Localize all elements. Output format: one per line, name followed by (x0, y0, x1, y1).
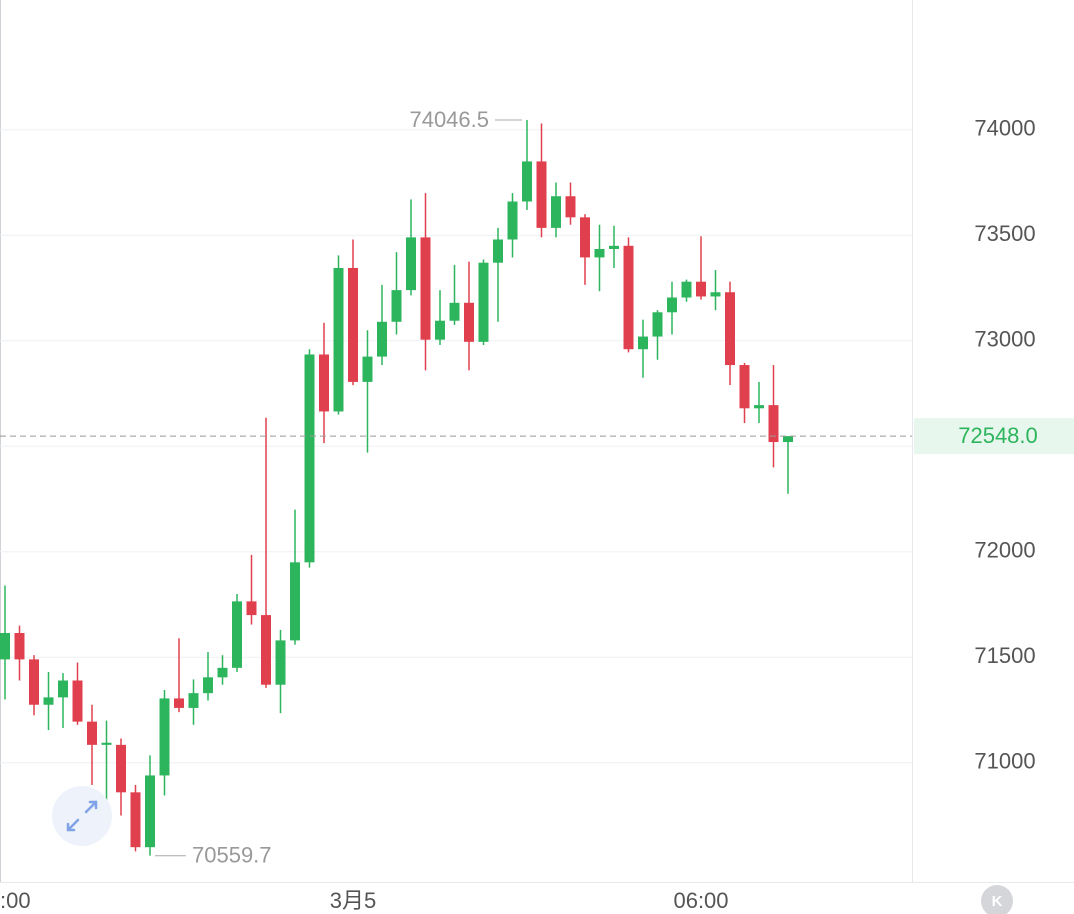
x-tick-label: 06:00 (673, 888, 728, 913)
candle-body (14, 633, 25, 660)
expand-button[interactable] (52, 786, 112, 846)
candle-body (261, 615, 271, 685)
candle-body (725, 292, 735, 366)
y-tick-label: 71500 (974, 643, 1035, 668)
y-tick-label: 72000 (974, 538, 1035, 563)
candle-body (667, 297, 677, 313)
candle-body (449, 302, 460, 321)
candle-body (275, 640, 286, 685)
candle-body (145, 775, 155, 848)
y-tick-label: 71000 (974, 749, 1035, 774)
candle-body (551, 196, 561, 228)
candle-body (130, 792, 141, 848)
candle-body (464, 302, 474, 342)
k-button[interactable]: K (981, 885, 1013, 914)
candle-body (116, 744, 126, 793)
expand-circle[interactable] (52, 786, 112, 846)
low-label: 70559.7 (192, 843, 272, 868)
candle-body (681, 281, 692, 298)
candle-body (362, 356, 373, 382)
y-tick-label: 74000 (974, 116, 1035, 141)
candle-body (87, 721, 97, 745)
candle-body (478, 262, 489, 342)
candle-body (783, 436, 793, 443)
candle-body (377, 321, 387, 357)
candle-body (319, 354, 329, 412)
candle-body (739, 365, 750, 409)
candle-body (565, 196, 576, 218)
last-price-label: 72548.0 (958, 423, 1038, 448)
candle-body (652, 312, 663, 337)
y-tick-label: 73500 (974, 221, 1035, 246)
candle-body (203, 677, 213, 694)
candle-body (435, 320, 445, 340)
candle-body (174, 698, 184, 708)
expand-icon[interactable] (66, 800, 98, 832)
candle-body (696, 281, 706, 297)
candle-body (493, 239, 503, 263)
candle-body (232, 601, 242, 668)
candle-body (580, 217, 590, 258)
candle-body (72, 680, 83, 722)
high-label: 74046.5 (409, 107, 489, 132)
candle-body (623, 245, 634, 350)
candle-body (507, 201, 518, 240)
candle-body (348, 267, 358, 382)
candle-body (188, 693, 199, 708)
candle-body (754, 405, 764, 409)
candle-body (0, 633, 10, 660)
candle-body (58, 680, 68, 698)
candle-body (290, 562, 300, 641)
grid: 71000715007200072500730007350074000:003月… (0, 116, 1036, 913)
candle-body (246, 601, 257, 616)
candle-body (420, 237, 431, 340)
overlay: 74046.5 70559.7 72548.0 (0, 107, 1074, 868)
candle-body (217, 667, 228, 678)
candle-body (159, 698, 170, 776)
candle-body (391, 290, 402, 322)
k-label[interactable]: K (992, 893, 1003, 910)
candle-body (43, 697, 54, 705)
last-price-tag (914, 418, 1074, 455)
candle-body (594, 248, 605, 258)
candle-body (333, 267, 344, 412)
candles (0, 119, 793, 856)
x-tick-label: 3月5 (330, 888, 376, 913)
candle-body (768, 405, 779, 443)
candle-body (638, 336, 648, 350)
candle-body (522, 161, 532, 202)
k-circle[interactable] (981, 885, 1013, 914)
candle-body (304, 354, 315, 563)
candle-body (609, 245, 619, 249)
y-tick-label: 73000 (974, 327, 1035, 352)
candle-body (101, 742, 112, 745)
x-tick-label: :00 (0, 888, 31, 913)
candle-body (536, 161, 547, 228)
candle-body (710, 292, 721, 297)
candle-body (29, 659, 39, 705)
candle-body (406, 237, 416, 291)
